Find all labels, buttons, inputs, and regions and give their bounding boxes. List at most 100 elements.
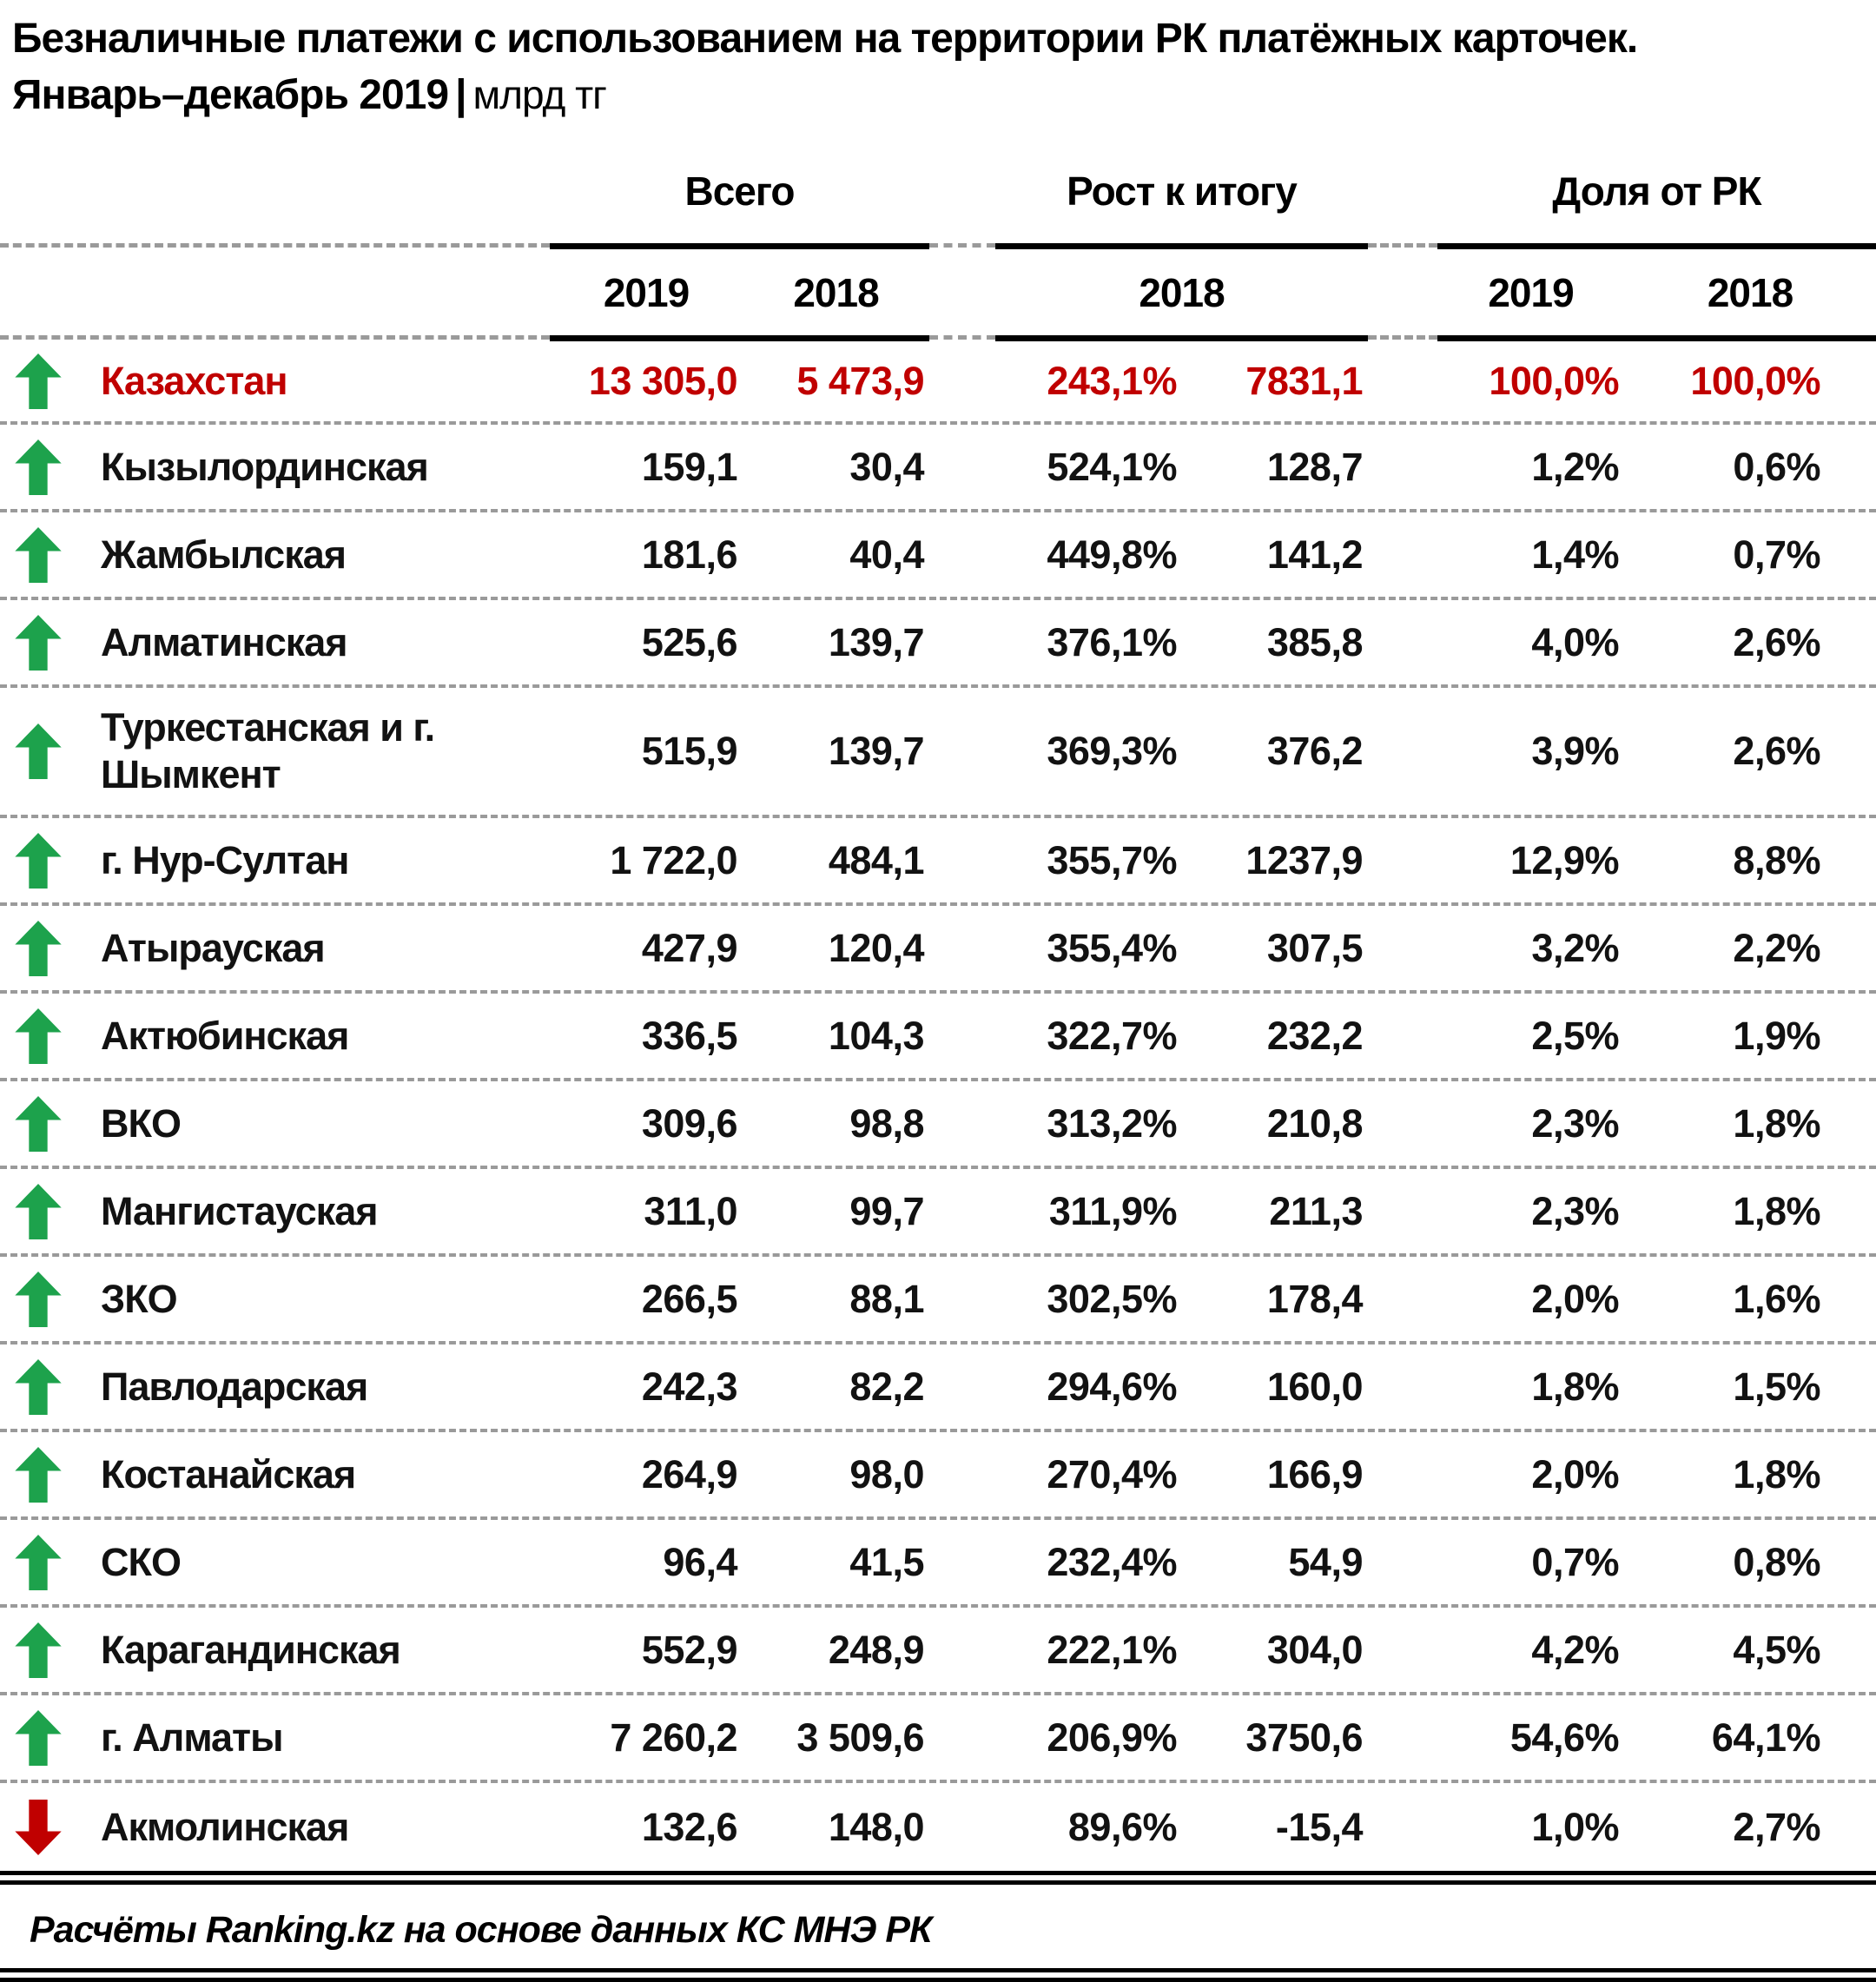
growth-abs-value: 141,2 [1266,532,1364,577]
share-2019-value: 1,2% [1531,444,1619,489]
growth-percent-value: 376,1% [1047,619,1177,664]
share-2019-value: 1,8% [1531,1364,1619,1409]
growth-abs-value: 376,2 [1266,729,1364,773]
rule-segment [1437,335,1876,341]
region-name: Павлодарская [101,1364,368,1409]
trend-up-icon [15,832,62,889]
trend-up-icon [15,526,62,583]
subtitle-separator: | [455,72,466,119]
table-row: ВКО 309,6 98,8 313,2% 210,8 2,3% 1,8% [0,1081,1876,1169]
total-2019-value: 427,9 [641,925,738,970]
growth-percent-value: 313,2% [1047,1100,1177,1146]
trend-up-icon [15,1095,62,1152]
growth-percent-value: 206,9% [1047,1714,1177,1760]
table-row: Акмолинская 132,6 148,0 89,6% -15,4 1,0%… [0,1783,1876,1871]
year-header-total-2018: 2018 [793,269,879,315]
growth-percent-value: 232,4% [1047,1539,1177,1584]
source-block: Расчёты Ranking.kz на основе данных КС М… [0,1885,1876,1968]
rule-segment [1437,243,1876,249]
trend-up-icon [15,614,62,671]
group-header-total: Всего [684,168,795,214]
growth-abs-value: 385,8 [1266,619,1364,664]
growth-abs-value: 307,5 [1266,925,1364,970]
growth-percent-value: 355,7% [1047,837,1177,882]
trend-cell [0,1709,76,1766]
region-name: Кызылординская [101,444,429,489]
total-2019-value: 13 305,0 [588,359,738,403]
total-2018-value: 139,7 [828,729,925,773]
rule-segment [1368,335,1437,341]
share-2019-value: 1,0% [1531,1804,1619,1849]
total-2019-value: 7 260,2 [610,1714,737,1760]
share-2018-value: 1,6% [1733,1276,1820,1321]
share-2018-value: 0,7% [1733,532,1820,577]
region-name: Атырауская [101,925,326,970]
total-2018-value: 99,7 [849,1188,924,1233]
year-header-growth-2018: 2018 [1139,269,1225,315]
title-block: Безналичные платежи с использованием на … [0,0,1876,139]
rule-segment [550,243,929,249]
table-row: Карагандинская 552,9 248,9 222,1% 304,0 … [0,1608,1876,1695]
share-2019-value: 3,2% [1531,925,1619,970]
growth-percent-value: 311,9% [1048,1188,1178,1233]
trend-up-icon [15,439,62,495]
share-2018-value: 2,6% [1733,729,1820,773]
total-2018-value: 41,5 [849,1539,924,1584]
trend-cell [0,1008,76,1064]
share-2018-value: 0,6% [1733,444,1820,489]
trend-cell [0,1446,76,1503]
share-2019-value: 0,7% [1531,1539,1619,1584]
total-2018-value: 104,3 [828,1013,925,1058]
trend-cell [0,1095,76,1152]
total-2019-value: 309,6 [641,1100,738,1146]
total-2019-value: 96,4 [663,1539,737,1584]
share-2019-value: 12,9% [1509,837,1620,882]
growth-percent-value: 243,1% [1047,359,1177,403]
table-row: Кызылординская 159,1 30,4 524,1% 128,7 1… [0,425,1876,512]
growth-percent-value: 294,6% [1047,1364,1177,1409]
table-row: г. Нур-Султан 1 722,0 484,1 355,7% 1237,… [0,818,1876,906]
share-2018-value: 100,0% [1690,359,1820,403]
region-name: Акмолинская [101,1804,349,1849]
table-row: ЗКО 266,5 88,1 302,5% 178,4 2,0% 1,6% [0,1257,1876,1344]
growth-abs-value: 304,0 [1266,1627,1364,1672]
table-row: Алматинская 525,6 139,7 376,1% 385,8 4,0… [0,600,1876,688]
trend-up-icon [15,353,62,409]
rule-segment [929,335,995,341]
share-2019-value: 54,6% [1509,1714,1620,1760]
share-2018-value: 1,9% [1733,1013,1820,1058]
trend-cell [0,614,76,671]
share-2019-value: 3,9% [1531,729,1619,773]
growth-abs-value: 232,2 [1266,1013,1364,1058]
total-2018-value: 82,2 [849,1364,924,1409]
group-header-growth: Рост к итогу [1067,168,1298,214]
rule-segment [995,335,1368,341]
trend-up-icon [15,1446,62,1503]
share-2018-value: 4,5% [1733,1627,1820,1672]
table-row: СКО 96,4 41,5 232,4% 54,9 0,7% 0,8% [0,1520,1876,1608]
growth-percent-value: 322,7% [1047,1013,1177,1058]
growth-percent-value: 355,4% [1047,925,1177,970]
share-2019-value: 2,5% [1531,1013,1619,1058]
rule-segment [550,335,929,341]
trend-up-icon [15,1271,62,1327]
region-name: г. Алматы [101,1714,284,1760]
region-name: ЗКО [101,1276,178,1321]
rule-segment [995,243,1368,249]
total-2019-value: 552,9 [641,1627,738,1672]
trend-cell [0,439,76,495]
year-header-share-2019: 2019 [1488,269,1574,315]
growth-abs-value: 160,0 [1266,1364,1364,1409]
region-name: Костанайская [101,1451,356,1496]
trend-cell [0,832,76,889]
trend-cell [0,920,76,976]
table-row: Туркестанская и г. Шымкент 515,9 139,7 3… [0,688,1876,818]
share-2018-value: 64,1% [1711,1714,1821,1760]
total-2019-value: 1 722,0 [610,837,737,882]
page-subtitle: Январь–декабрь 2019 | млрд тг [12,71,1862,119]
growth-abs-value: -15,4 [1275,1804,1364,1849]
region-name: Туркестанская и г. Шымкент [101,705,435,796]
subtitle-period: Январь–декабрь 2019 [12,72,449,119]
region-name: ВКО [101,1100,182,1146]
region-name: Карагандинская [101,1627,401,1672]
